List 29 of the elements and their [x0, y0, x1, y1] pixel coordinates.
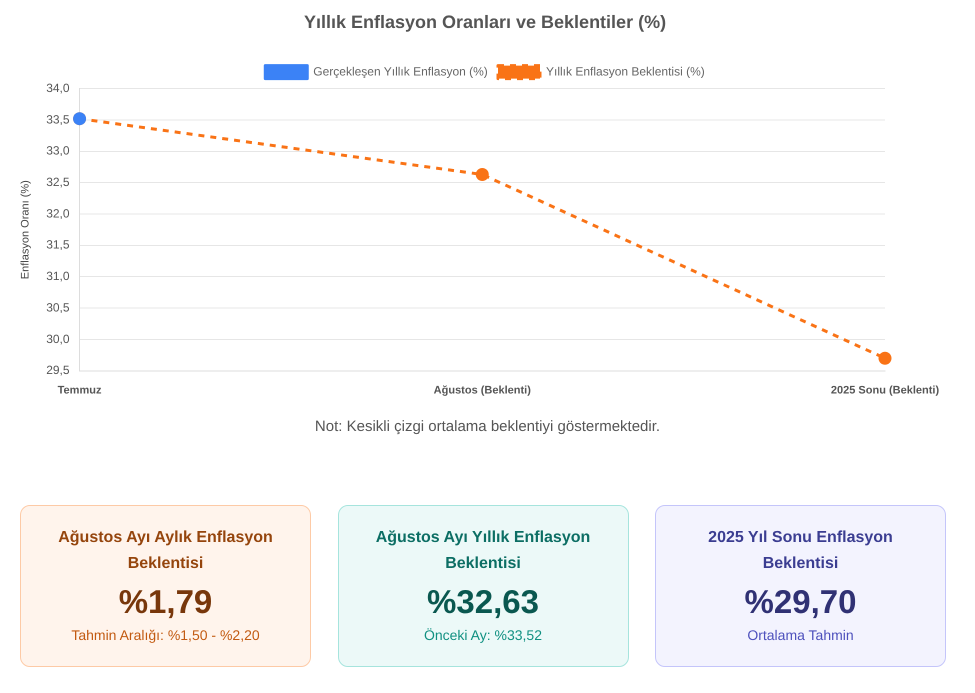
x-tick-label: 2025 Sonu (Beklenti) [830, 384, 940, 396]
y-tick-label: 30,0 [46, 332, 70, 346]
y-tick-label: 29,5 [46, 363, 70, 378]
y-tick-label: 31,0 [46, 269, 70, 284]
text: 2025 Yıl Sonu Enflasyon Beklentisi [707, 528, 894, 574]
text: Not: Kesikli çizgi ortalama beklentiyi göstermektedir. [314, 417, 662, 437]
text: Önceki Ay: %33,52 [422, 626, 544, 645]
text: Tahmin Aralığı: %1,50 - %2,20 [70, 626, 261, 645]
y-tick-label: 31,5 [46, 238, 70, 252]
y-tick-label: 33,0 [46, 144, 70, 158]
chart-title: Yıllık Enflasyon Oranları ve Beklentiler (%) [304, 12, 666, 32]
text: %32,63 [426, 582, 540, 622]
point [476, 168, 489, 182]
y-tick-label: 32,0 [46, 206, 70, 220]
y-axis-title: Enflasyon Oranı (%) [20, 180, 32, 280]
legend-label: Gerçekleşen Yıllık Enflasyon (%) [313, 64, 488, 78]
x-tick-label: Temmuz [58, 384, 102, 396]
point [878, 352, 892, 365]
x-tick-label: Ağustos (Beklenti) [434, 384, 532, 396]
text: Ağustos Ayı Yıllık Enflasyon Beklentisi [374, 528, 592, 574]
text: %1,79 [118, 582, 214, 622]
y-tick-label: 32,5 [46, 174, 70, 189]
legend-label: Yıllık Enflasyon Beklentisi (%) [546, 64, 705, 78]
text: Ağustos Ayı Aylık Enflasyon Beklentisi [57, 528, 274, 574]
y-tick-label: 30,5 [46, 300, 70, 314]
y-tick-label: 34,0 [46, 80, 70, 95]
text: Ortalama Tahmin [746, 626, 855, 645]
text: %29,70 [744, 582, 858, 622]
y-tick-label: 33,5 [46, 112, 70, 126]
